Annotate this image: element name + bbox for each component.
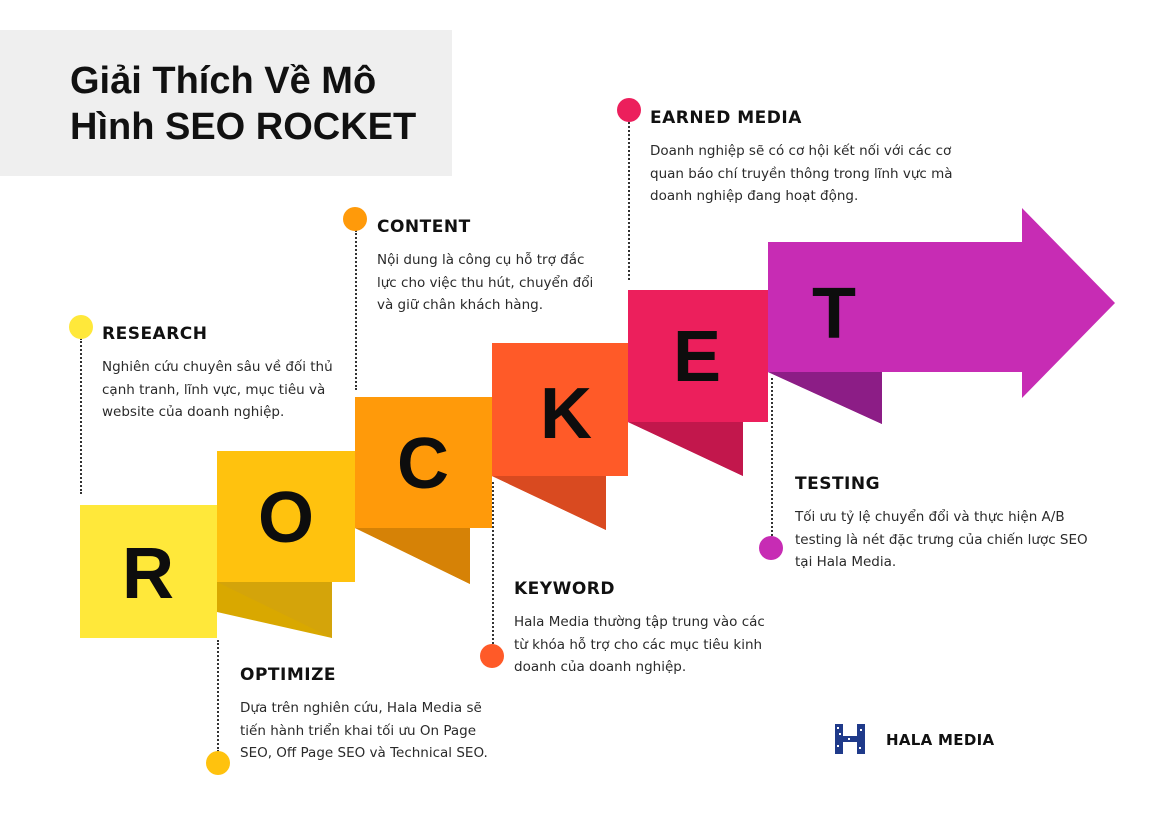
step-earned-media-heading: EARNED MEDIA [650, 108, 802, 128]
dot-earned-media [617, 98, 641, 122]
step-keyword: KEYWORD Hala Media thường tập trung vào … [514, 579, 766, 679]
brand-name: HALA MEDIA [886, 731, 995, 749]
step-content: CONTENT Nội dung là công cụ hỗ trợ đắc l… [377, 217, 607, 317]
hala-media-logo-icon [835, 724, 865, 754]
letter-k: K [540, 374, 592, 454]
connector-optimize [217, 640, 219, 752]
connector-earned-media [628, 122, 630, 280]
step-e [628, 290, 768, 422]
step-o [217, 451, 355, 582]
step-earned-media-text: Doanh nghiệp sẽ có cơ hội kết nối với cá… [650, 143, 953, 204]
dot-keyword [480, 644, 504, 668]
step-earned-media: EARNED MEDIA Doanh nghiệp sẽ có cơ hội k… [650, 108, 970, 208]
dot-content [343, 207, 367, 231]
letter-t: T [812, 274, 856, 354]
step-k [492, 343, 628, 476]
dot-testing [759, 536, 783, 560]
letter-o: O [258, 478, 314, 558]
fold-o [217, 582, 332, 638]
letter-e: E [673, 317, 721, 397]
letter-r: R [122, 534, 174, 614]
fold-k [492, 476, 606, 530]
step-research-heading: RESEARCH [102, 324, 208, 344]
fold-t [768, 372, 882, 424]
fold-c [355, 528, 470, 584]
step-optimize-heading: OPTIMIZE [240, 665, 337, 685]
step-keyword-text: Hala Media thường tập trung vào các từ k… [514, 614, 765, 675]
step-content-text: Nội dung là công cụ hỗ trợ đắc lực cho v… [377, 252, 594, 313]
connector-research [80, 338, 82, 494]
connector-testing [771, 378, 773, 540]
step-research-text: Nghiên cứu chuyên sâu về đối thủ cạnh tr… [102, 359, 333, 420]
step-optimize-text: Dựa trên nghiên cứu, Hala Media sẽ tiến … [240, 700, 488, 761]
step-c [355, 397, 492, 528]
step-testing-heading: TESTING [795, 474, 881, 494]
connector-keyword [492, 482, 494, 644]
connector-content [355, 230, 357, 390]
fold-e [628, 422, 743, 476]
dot-optimize [206, 751, 230, 775]
step-keyword-heading: KEYWORD [514, 579, 616, 599]
page-title: Giải Thích Về Mô Hình SEO ROCKET [70, 60, 417, 148]
dot-research [69, 315, 93, 339]
step-research: RESEARCH Nghiên cứu chuyên sâu về đối th… [102, 324, 342, 424]
letter-c: C [397, 424, 449, 504]
step-testing: TESTING Tối ưu tỷ lệ chuyển đổi và thực … [795, 474, 1105, 574]
step-testing-text: Tối ưu tỷ lệ chuyển đổi và thực hiện A/B… [795, 509, 1088, 570]
step-r [80, 505, 217, 638]
step-content-heading: CONTENT [377, 217, 471, 237]
step-optimize: OPTIMIZE Dựa trên nghiên cứu, Hala Media… [240, 665, 502, 765]
title-panel [0, 30, 452, 176]
step-t-arrow [768, 208, 1115, 398]
